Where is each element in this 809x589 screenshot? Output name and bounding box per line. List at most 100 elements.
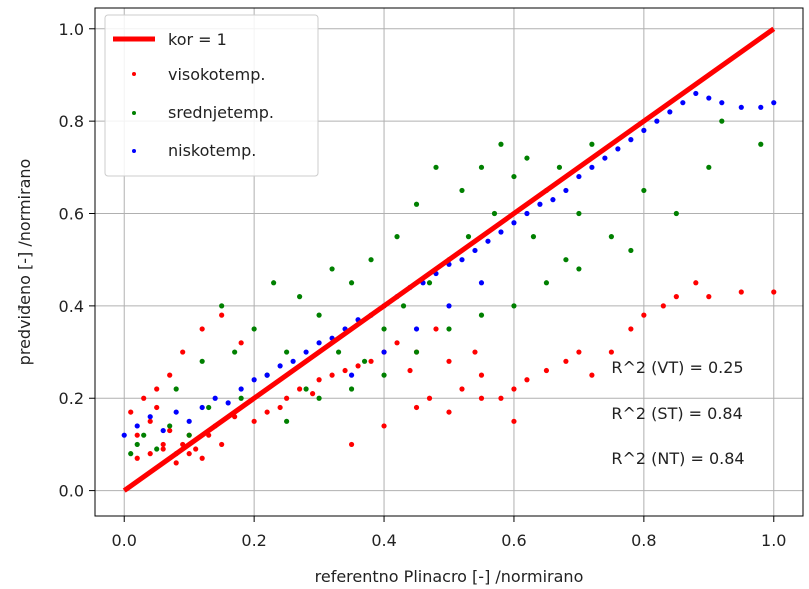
data-point: [251, 377, 257, 383]
data-point: [264, 372, 270, 378]
data-point: [134, 423, 140, 429]
data-point: [381, 372, 387, 378]
data-point: [186, 451, 192, 457]
plot-frame: [94, 7, 804, 517]
data-point: [348, 386, 355, 392]
data-point: [160, 441, 166, 448]
data-point: [128, 409, 134, 415]
data-point: [329, 372, 335, 378]
data-point: [400, 303, 407, 309]
data-point: [180, 349, 186, 355]
data-point: [459, 386, 465, 392]
legend-ref-label: kor = 1: [168, 30, 227, 49]
data-point: [173, 386, 179, 392]
data-point: [472, 349, 478, 355]
data-point: [478, 164, 485, 170]
data-point: [426, 280, 433, 286]
y-tick-label: 0.0: [59, 482, 84, 501]
data-point: [465, 234, 472, 240]
data-point: [290, 358, 296, 364]
data-point: [602, 155, 608, 161]
data-point: [154, 404, 160, 411]
data-point: [719, 118, 725, 124]
data-point: [589, 164, 595, 170]
data-point: [472, 247, 478, 254]
legend-series-swatch: [132, 72, 136, 76]
data-point: [141, 395, 147, 401]
reference-line: [122, 26, 776, 493]
data-point: [628, 326, 634, 332]
data-point: [706, 164, 712, 170]
data-point: [511, 173, 517, 180]
data-point: [478, 280, 485, 286]
x-axis-ticks: 0.0 0.2 0.4 0.6 0.8 1.0: [112, 516, 786, 550]
data-point: [537, 201, 543, 207]
y-tick-label: 0.6: [59, 205, 84, 224]
data-point: [680, 100, 686, 106]
data-point: [193, 446, 199, 452]
y-tick-label: 0.4: [59, 297, 84, 316]
data-point: [478, 395, 485, 401]
data-point: [524, 155, 530, 161]
data-point: [297, 294, 303, 300]
data-point: [284, 418, 290, 424]
data-point: [758, 141, 764, 147]
data-point: [238, 340, 244, 346]
data-point: [219, 303, 225, 309]
data-point: [316, 340, 322, 346]
data-point: [128, 451, 134, 457]
data-point: [641, 127, 647, 133]
data-point: [219, 441, 225, 448]
data-point: [641, 187, 647, 194]
y-axis-label: predviđeno [-] /normirano: [15, 159, 34, 366]
x-tick-label: 0.6: [501, 531, 526, 550]
data-point: [524, 377, 530, 383]
data-point: [673, 210, 679, 217]
data-point: [342, 367, 348, 374]
x-tick-label: 0.8: [631, 531, 656, 550]
data-point: [550, 197, 556, 203]
data-point: [413, 201, 420, 207]
data-point: [641, 312, 647, 318]
data-point: [134, 455, 140, 461]
data-point: [394, 234, 400, 240]
data-point: [433, 164, 439, 170]
legend-series-label: visokotemp.: [168, 65, 265, 84]
data-point: [316, 395, 322, 401]
data-point: [758, 104, 764, 110]
data-point: [628, 137, 634, 143]
data-point: [608, 349, 614, 355]
data-point: [297, 386, 303, 392]
data-point: [277, 363, 283, 369]
data-point: [160, 446, 166, 452]
data-point: [530, 234, 537, 240]
data-point: [511, 418, 517, 424]
data-point: [212, 395, 218, 401]
data-point: [576, 173, 582, 180]
data-point: [706, 95, 712, 101]
data-point: [511, 303, 517, 309]
data-point: [543, 367, 550, 374]
data-point: [459, 257, 465, 263]
data-point: [355, 363, 361, 369]
data-point: [329, 266, 335, 272]
data-point: [232, 349, 238, 355]
x-tick-label: 0.4: [371, 531, 396, 550]
legend: kor = 1 visokotemp. srednjetemp. niskote…: [104, 14, 319, 177]
data-point: [284, 395, 290, 401]
data-point: [335, 349, 342, 355]
y-axis-ticks: 0.0 0.2 0.4 0.6 0.8 1.0: [59, 20, 95, 501]
data-point: [563, 358, 569, 364]
legend-box: [104, 14, 319, 177]
data-point: [511, 386, 517, 392]
data-point: [134, 432, 140, 438]
data-point: [147, 418, 153, 424]
legend-series-label: srednjetemp.: [168, 103, 274, 122]
data-point: [381, 349, 387, 355]
annotation-label: R^2 (NT) = 0.84: [611, 449, 744, 468]
data-point: [219, 312, 225, 318]
data-point: [667, 109, 673, 115]
data-point: [154, 446, 160, 452]
data-point: [498, 229, 504, 235]
data-point: [147, 414, 153, 420]
